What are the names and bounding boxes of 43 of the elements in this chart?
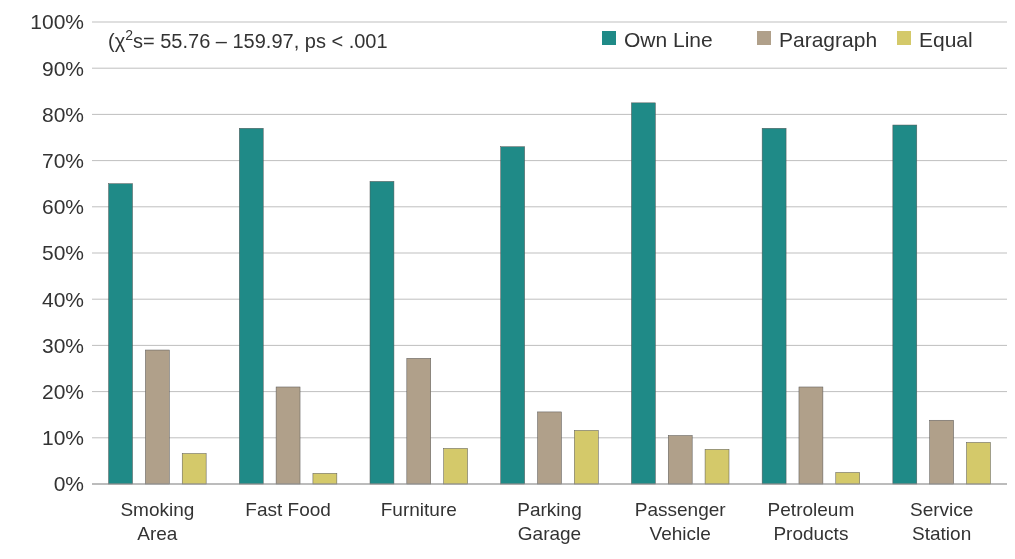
bar [406, 358, 431, 485]
bar [108, 183, 133, 485]
bar [145, 349, 170, 485]
y-tick-label: 0% [53, 472, 84, 496]
x-tick-label: Smoking Area [120, 499, 195, 544]
legend-label: Equal [919, 28, 973, 52]
y-tick-label: 100% [30, 10, 84, 34]
y-tick-label: 80% [41, 102, 84, 126]
x-tick-label: Fast Food [245, 499, 331, 520]
bar [835, 472, 860, 485]
bar [966, 442, 991, 485]
bar [929, 419, 954, 485]
x-tick-label: Passenger Vehicle [634, 499, 727, 544]
bar [181, 453, 207, 485]
bar [500, 146, 525, 485]
bar [275, 386, 301, 485]
bar [704, 449, 730, 485]
x-tick-label: Parking Garage [517, 499, 582, 544]
x-tick-label: Petroleum Products [767, 499, 855, 544]
bar [443, 448, 468, 485]
y-tick-label: 60% [41, 195, 84, 219]
bar [239, 128, 264, 485]
annotation: (χ$^{2}$s= 55.76 – 159.97, ps < .001 [108, 27, 388, 52]
y-tick-label: 30% [41, 333, 84, 357]
bar [537, 411, 562, 485]
bar [892, 124, 918, 485]
x-tick-label: Service Station [909, 499, 974, 544]
bar [574, 430, 599, 485]
y-tick-label: 10% [41, 426, 84, 450]
y-tick-label: 50% [41, 241, 84, 265]
bar [668, 435, 693, 485]
legend-label: Paragraph [779, 28, 878, 52]
bar [798, 386, 824, 485]
y-tick-label: 20% [41, 379, 84, 403]
bar [369, 181, 395, 485]
y-tick-label: 90% [41, 56, 84, 80]
legend-label: Own Line [624, 28, 713, 52]
y-tick-label: 70% [41, 148, 84, 172]
bar [312, 473, 338, 485]
bar [761, 128, 787, 485]
bar [631, 102, 656, 485]
x-tick-label: Furniture [380, 499, 457, 520]
y-tick-label: 40% [41, 287, 84, 311]
